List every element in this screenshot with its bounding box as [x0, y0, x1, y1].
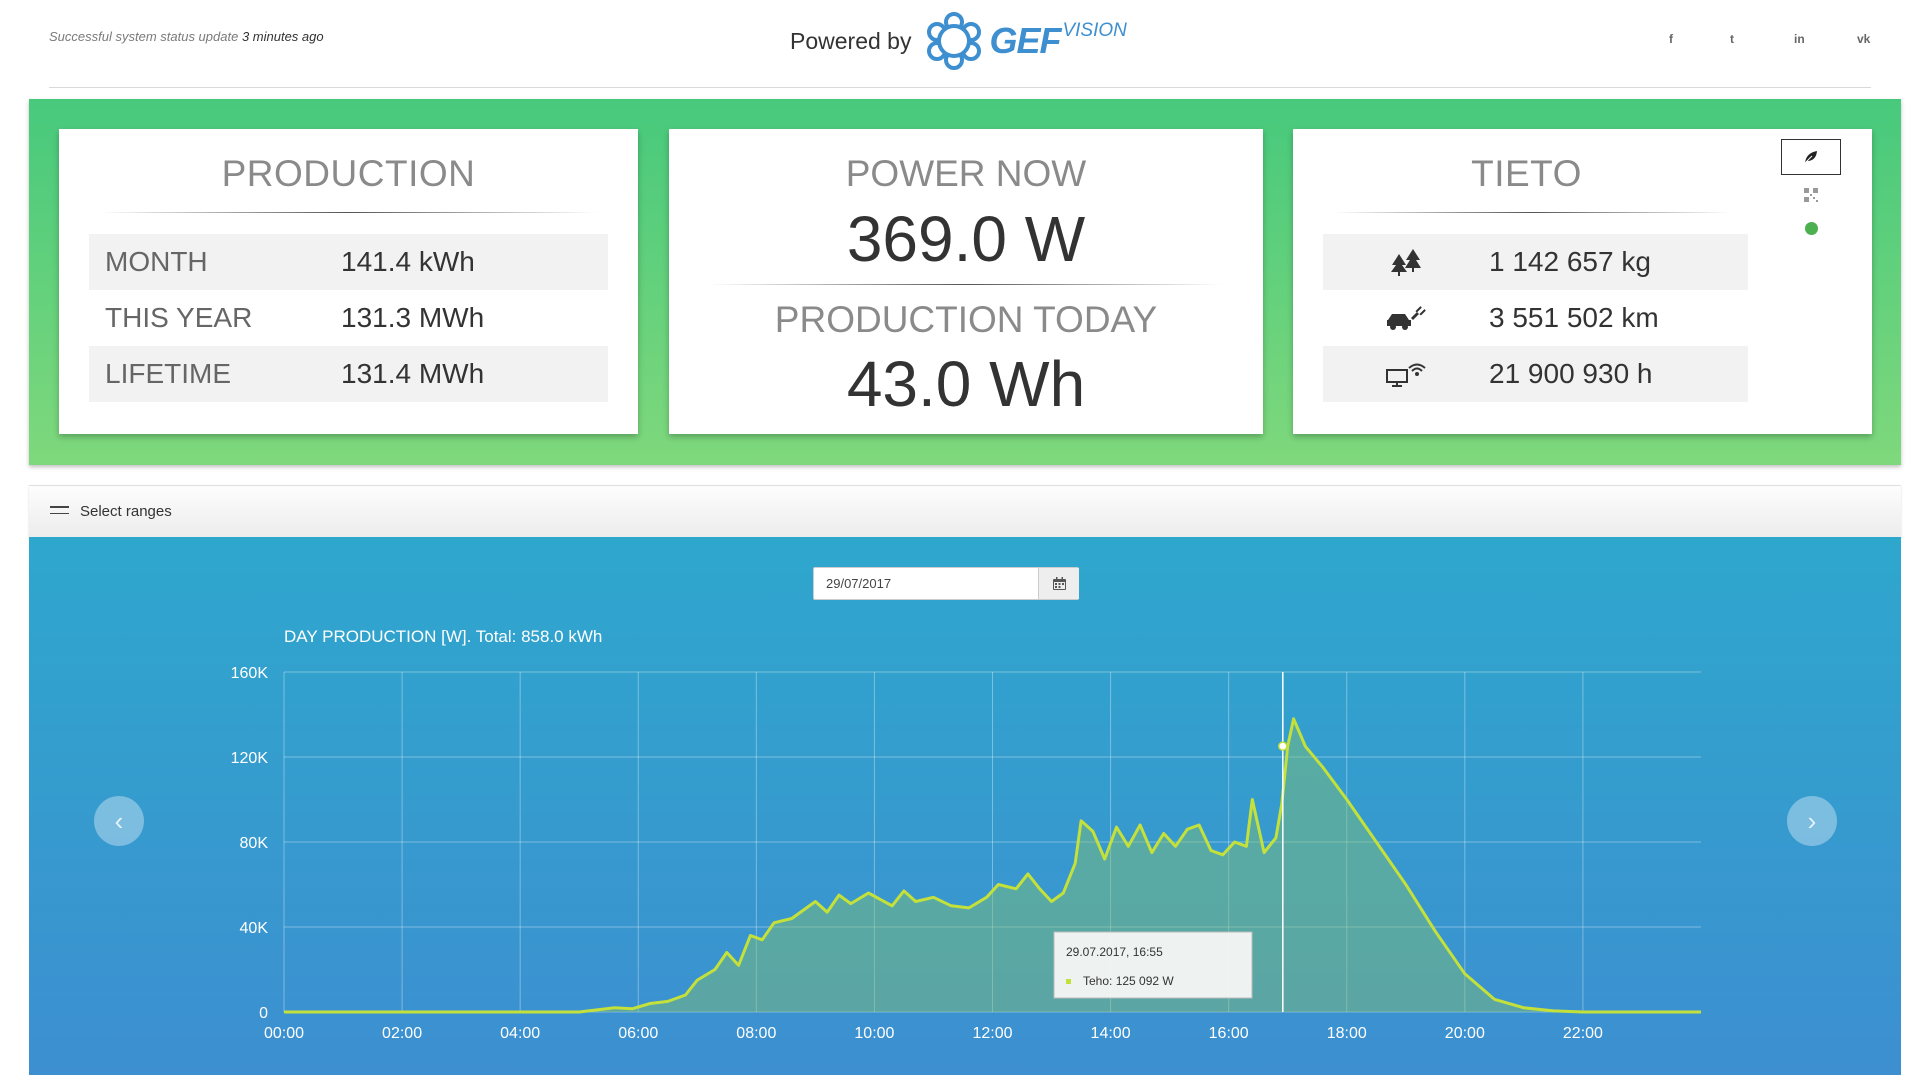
x-tick-label: 18:00: [1327, 1025, 1367, 1042]
hover-point-marker: [1278, 741, 1288, 751]
production-value: 141.4 kWh: [341, 246, 475, 277]
status-time: 3 minutes ago: [241, 29, 324, 44]
chart-title: DAY PRODUCTION [W]. Total: 858.0 kWh: [284, 627, 602, 646]
tieto-divider: [1333, 212, 1732, 213]
tooltip-value: Teho: 125 092 W: [1083, 974, 1174, 988]
y-tick-label: 120K: [231, 750, 269, 767]
production-label: THIS YEAR: [105, 302, 253, 333]
x-tick-label: 14:00: [1091, 1025, 1131, 1042]
production-row-month: MONTH 141.4 kWh: [89, 234, 608, 290]
status-message: Successful system status update 3 minute…: [49, 29, 324, 44]
power-divider: [709, 284, 1223, 285]
status-prefix: Successful system status update: [49, 29, 239, 44]
linkedin-icon[interactable]: in: [1794, 32, 1805, 46]
day-production-chart[interactable]: DAY PRODUCTION [W]. Total: 858.0 kWh 0 40K…: [29, 537, 1901, 1075]
tieto-row-co2: 1 142 657 kg: [1323, 234, 1748, 290]
x-tick-label: 06:00: [618, 1025, 658, 1042]
x-tick-label: 20:00: [1445, 1025, 1485, 1042]
computer-wifi-icon: [1323, 360, 1489, 388]
production-today-title: PRODUCTION TODAY: [774, 299, 1158, 340]
tooltip-series-marker: [1066, 979, 1071, 984]
twitter-icon[interactable]: t: [1730, 32, 1734, 46]
production-row-year: THIS YEAR 131.3 MWh: [89, 290, 608, 346]
production-row-lifetime: LIFETIME 131.4 MWh: [89, 346, 608, 402]
x-tick-label: 12:00: [972, 1025, 1012, 1042]
x-tick-label: 02:00: [382, 1025, 422, 1042]
next-day-button[interactable]: ›: [1787, 796, 1837, 846]
y-tick-label: 0: [259, 1005, 268, 1022]
logo-main-text: GEF: [989, 20, 1061, 61]
power-now-title: POWER NOW: [845, 153, 1087, 194]
select-ranges-label[interactable]: Select ranges: [80, 503, 172, 520]
calendar-icon[interactable]: [1038, 568, 1079, 599]
header-divider: [49, 87, 1871, 88]
series-line: [284, 717, 1701, 1014]
gef-flower-logo-icon: [927, 12, 982, 70]
leaf-icon[interactable]: [1781, 139, 1841, 175]
x-tick-label: 22:00: [1563, 1025, 1603, 1042]
facebook-icon[interactable]: f: [1669, 32, 1673, 46]
production-card: PRODUCTION MONTH 141.4 kWh THIS YEAR 131…: [59, 129, 638, 434]
production-value: 131.4 MWh: [341, 358, 485, 389]
production-label: LIFETIME: [105, 358, 232, 389]
tieto-row-hours: 21 900 930 h: [1323, 346, 1748, 402]
y-tick-label: 40K: [240, 920, 269, 937]
electric-car-icon: [1323, 304, 1489, 332]
powered-by-logo[interactable]: Powered by GEF VISION: [790, 10, 1127, 72]
production-label: MONTH: [105, 246, 208, 277]
x-tick-label: 08:00: [736, 1025, 776, 1042]
production-title: PRODUCTION: [221, 153, 476, 194]
y-tick-label: 80K: [240, 835, 269, 852]
date-picker[interactable]: [813, 567, 1079, 600]
tieto-value: 1 142 657 kg: [1489, 246, 1651, 277]
menu-icon[interactable]: [50, 506, 69, 519]
select-ranges-bar[interactable]: Select ranges: [29, 485, 1901, 538]
top-header: Successful system status update 3 minute…: [0, 0, 1920, 88]
date-input[interactable]: [814, 568, 1038, 599]
chart-panel: DAY PRODUCTION [W]. Total: 858.0 kWh 0 40K…: [29, 537, 1901, 1075]
vk-icon[interactable]: vk: [1857, 32, 1871, 46]
x-tick-label: 04:00: [500, 1025, 540, 1042]
qr-code-icon[interactable]: [1803, 187, 1819, 208]
power-card: POWER NOW 369.0 W PRODUCTION TODAY 43.0 …: [669, 129, 1263, 434]
series-area: [284, 718, 1701, 1012]
y-tick-label: 160K: [231, 665, 269, 682]
tieto-row-distance: 3 551 502 km: [1323, 290, 1748, 346]
powered-by-text: Powered by: [790, 27, 912, 54]
trees-icon: [1323, 248, 1489, 276]
tieto-card: TIETO 1 142 657 kg 3 551 502 km: [1293, 129, 1872, 434]
tooltip-date: 29.07.2017, 16:55: [1066, 945, 1163, 959]
summary-panel: PRODUCTION MONTH 141.4 kWh THIS YEAR 131…: [29, 99, 1901, 465]
tooltip-box: [1053, 931, 1253, 999]
production-value: 131.3 MWh: [341, 302, 485, 333]
tieto-value: 21 900 930 h: [1489, 358, 1653, 389]
previous-day-button[interactable]: ‹: [94, 796, 144, 846]
production-divider: [99, 212, 598, 213]
tieto-title: TIETO: [1471, 153, 1582, 194]
check-circle-icon[interactable]: [1805, 222, 1818, 235]
logo-sub-text: VISION: [1062, 20, 1127, 41]
production-today-value: 43.0 Wh: [846, 348, 1086, 420]
power-now-value: 369.0 W: [846, 203, 1086, 275]
x-tick-label: 00:00: [264, 1025, 304, 1042]
x-tick-label: 10:00: [854, 1025, 894, 1042]
x-tick-label: 16:00: [1209, 1025, 1249, 1042]
tieto-value: 3 551 502 km: [1489, 302, 1659, 333]
